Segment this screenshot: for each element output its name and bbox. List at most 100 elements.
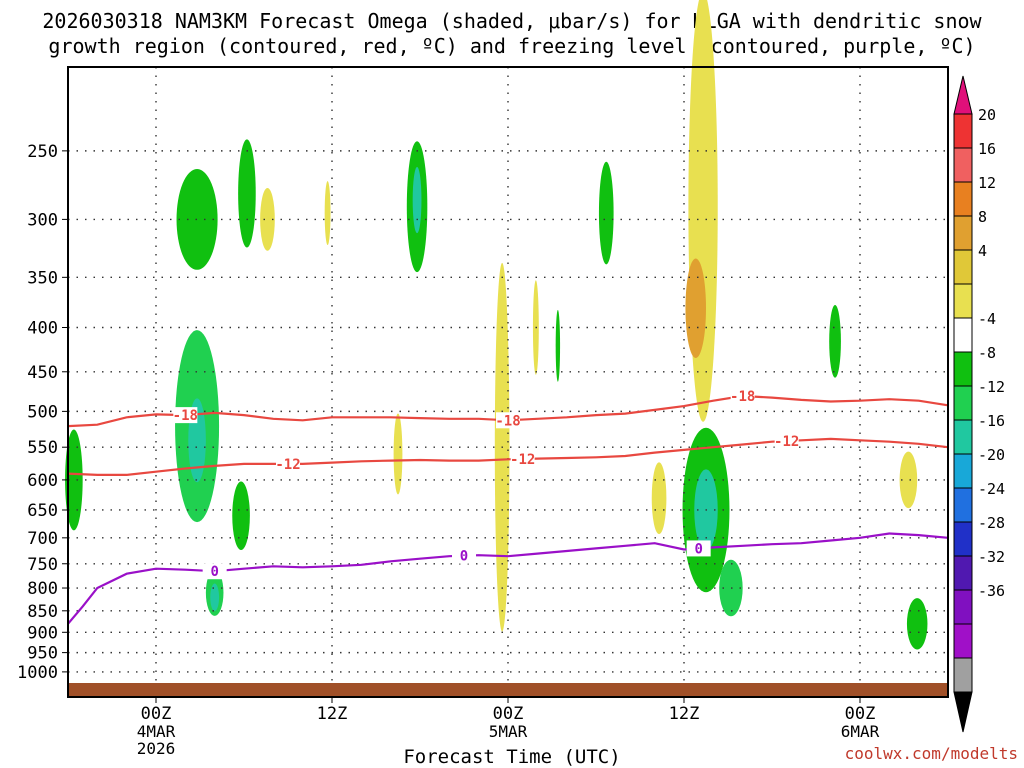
y-tick-label: 800 [27,579,58,599]
contour-label: -12 [774,434,799,450]
y-tick-label: 700 [27,529,58,549]
x-tick-year: 2026 [137,739,176,758]
omega-blob [688,0,718,422]
contour-label-bg [510,450,535,467]
omega-blob [829,305,841,378]
omega-blob [685,258,706,358]
colorbar-label: -36 [978,582,1005,600]
omega-blob [651,462,667,535]
contour-label-bg [730,388,755,405]
contour-label-bg [496,412,520,429]
chart-title-line1: 2026030318 NAM3KM Forecast Omega (shaded… [42,9,982,33]
contour-label: -18 [173,408,198,424]
y-tick-label: 600 [27,471,58,491]
y-tick-label: 400 [27,319,58,339]
omega-blob [719,559,743,617]
colorbar-segment [953,283,973,319]
ground-strip [68,683,948,697]
colorbar-segment [953,351,973,387]
colorbar-segment [953,215,973,251]
y-tick-label: 750 [27,555,58,575]
omega-blob [238,139,256,248]
colorbar-label: 20 [978,106,996,124]
contour-label: -18 [495,413,520,429]
y-tick-label: 900 [27,623,58,643]
y-tick-label: 950 [27,644,58,664]
colorbar-label: -20 [978,446,1005,464]
chart-title-line2: growth region (contoured, red, ºC) and f… [48,34,976,58]
plot-frame [67,66,949,698]
colorbar-segment [953,249,973,285]
colorbar-label: 4 [978,242,987,260]
colorbar-segment [953,181,973,217]
colorbar-segment [953,555,973,591]
contour-label-bg [774,432,799,449]
contour-label-bg [202,563,227,580]
x-axis-title: Forecast Time (UTC) [403,746,621,768]
colorbar-label: -8 [978,344,996,362]
omega-blob [65,429,83,531]
y-tick-label: 250 [27,142,58,162]
colorbar-label: -16 [978,412,1005,430]
colorbar-label: 12 [978,174,996,192]
omega-blob [210,583,220,612]
colorbar-label: -32 [978,548,1005,566]
colorbar-label: -4 [978,310,996,328]
contour-label: 0 [210,564,218,580]
omega-blob [906,598,928,650]
contour-label-bg [686,540,711,557]
omega-blob [260,187,275,251]
colorbar-segment [953,487,973,523]
omega-blob [324,181,331,246]
contour-label: -12 [510,452,535,468]
x-tick-label: 00Z [493,704,524,724]
contour-label: 0 [694,541,702,557]
colorbar-segment [953,147,973,183]
omega-blob [555,309,561,382]
colorbar-segment [953,419,973,455]
colorbar-segment [953,657,973,693]
x-tick-label: 12Z [317,704,348,724]
omega-blob [232,481,250,550]
colorbar-segment [953,385,973,421]
contour-label-bg [276,455,300,472]
contour-label-bg [173,407,198,424]
colorbar-bottom-arrow [953,691,973,733]
y-tick-label: 1000 [17,663,58,683]
contour-label-bg [452,547,476,564]
colorbar-top-arrow [953,75,973,115]
x-tick-date: 4MAR [137,722,176,741]
colorbar-segment [953,453,973,489]
colorbar-label: 8 [978,208,987,226]
colorbar-label: -28 [978,514,1005,532]
omega-blob [598,161,614,265]
y-tick-label: 450 [27,363,58,383]
x-tick-label: 00Z [845,704,876,724]
x-tick-date: 6MAR [841,722,880,741]
colorbar-segment [953,113,973,149]
x-tick-label: 12Z [669,704,700,724]
omega-blob [176,168,218,270]
y-tick-label: 350 [27,268,58,288]
y-tick-label: 300 [27,210,58,230]
omega-blob [899,451,918,509]
contour-label: 0 [460,549,468,565]
credit-link[interactable]: coolwx.com/modelts [844,744,1018,763]
y-tick-label: 650 [27,501,58,521]
colorbar-segment [953,521,973,557]
colorbar-segment [953,317,973,353]
y-tick-label: 500 [27,402,58,422]
colorbar-label: -24 [978,480,1005,498]
colorbar-segment [953,623,973,659]
contour-label: -12 [275,457,300,473]
y-tick-label: 850 [27,602,58,622]
contour-label: -18 [730,389,755,405]
y-tick-label: 550 [27,438,58,458]
x-tick-date: 5MAR [489,722,528,741]
colorbar-label: 16 [978,140,996,158]
colorbar-segment [953,589,973,625]
omega-blob [393,413,403,495]
contour-0C [67,532,949,625]
x-tick-label: 00Z [141,704,172,724]
